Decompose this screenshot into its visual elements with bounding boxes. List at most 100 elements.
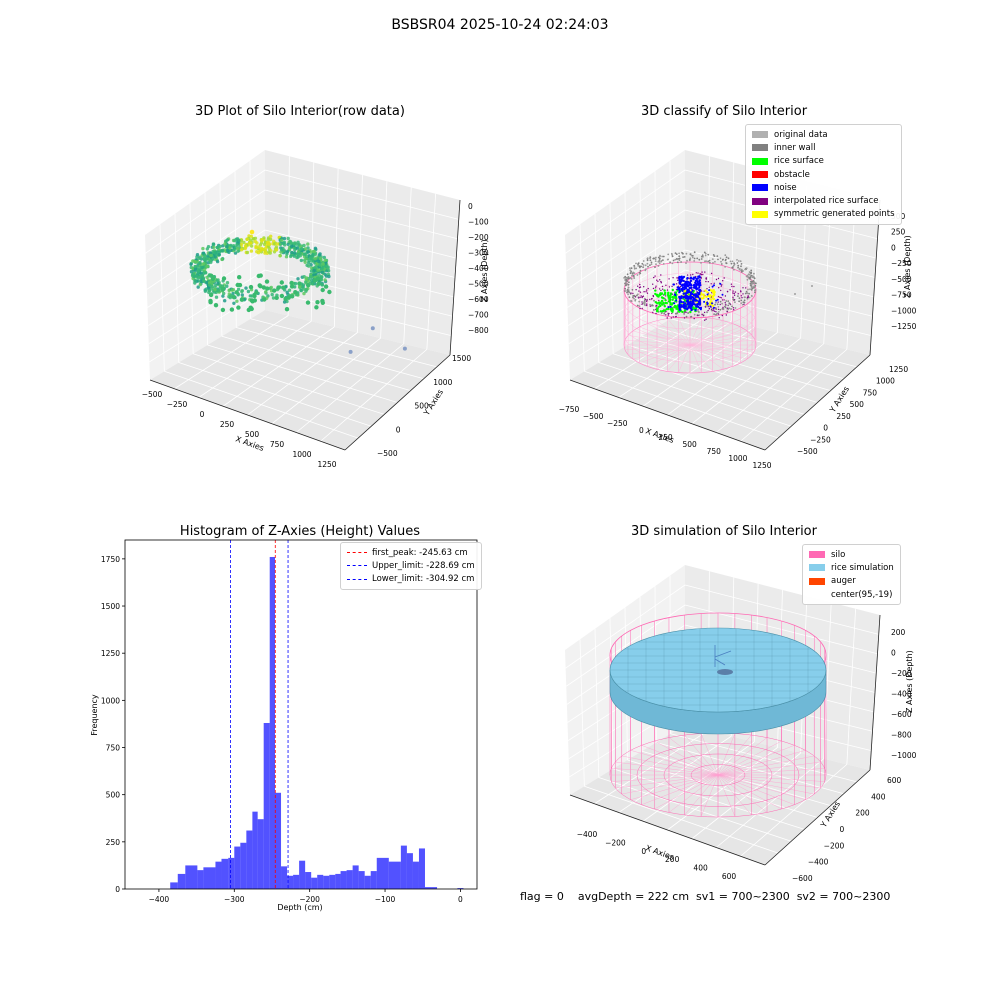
inner-wall-point [630,277,633,280]
interpolated-point [718,317,720,319]
inner-wall-point [624,290,626,292]
noise-point [706,293,709,296]
panel4-x-tick-label: −200 [605,838,626,847]
inner-wall-point [650,263,653,265]
panel1-y-tick-label: 1000 [433,378,452,387]
scatter-point [320,266,324,270]
inner-wall-point [714,301,717,304]
inner-wall-point [708,259,711,262]
noise-point [713,284,715,287]
inner-wall-point [716,303,719,306]
interpolated-point [670,317,672,319]
scatter-point [212,245,216,249]
inner-wall-point [633,266,636,268]
interpolated-point [721,284,723,286]
scatter-point [229,307,235,312]
interpolated-point [729,289,731,291]
histogram-bar [287,875,294,889]
silo-wire [689,317,702,346]
noise-point [678,290,681,293]
interpolated-point [706,288,708,290]
interpolated-point [671,312,673,315]
legend-label: rice simulation [831,562,894,573]
noise-point [689,306,692,309]
inner-wall-point [743,296,746,299]
legend-label: auger [831,576,856,587]
inner-wall-point [627,293,629,296]
silo-wire [632,330,691,346]
inner-wall-point [639,269,642,272]
inner-wall-point [741,303,744,306]
interpolated-point [665,284,667,286]
inner-wall-point [663,312,666,315]
inner-wall-point [632,296,634,299]
interpolated-point [710,272,713,275]
panel1-x-tick-label: 1000 [292,450,311,459]
inner-wall-point [624,281,627,283]
inner-wall-point [754,284,757,287]
rice-surface-point [683,309,687,312]
interpolated-point [708,286,710,288]
scatter-point [249,306,254,312]
inner-wall-point [710,309,713,312]
inner-wall-point [748,277,751,280]
inner-wall-point [715,313,717,316]
scatter-point [320,270,324,274]
scatter-point [304,280,308,284]
interpolated-point [715,311,717,313]
silo-wire [656,320,691,346]
interpolated-point [639,307,641,310]
panel2-y-tick-label: 0 [823,424,828,433]
rice-surface-point [659,310,663,313]
noise-point [687,281,690,284]
scatter-point [228,246,232,250]
inner-wall-point [635,262,637,265]
rice-surface-point [676,307,679,310]
noise-point [694,308,697,312]
interpolated-point [697,309,699,311]
inner-wall-point [680,261,682,263]
histogram-bar [257,819,264,889]
inner-wall-point [678,252,680,255]
inner-wall-point [639,266,641,269]
panel4-z-tick-label: −400 [891,690,912,699]
inner-wall-point [750,280,753,283]
inner-wall-point [746,274,749,277]
legend-label: center(95,-19) [831,589,893,600]
scatter-point [312,249,316,254]
silo-wire [667,318,691,346]
scatter-point [290,250,294,255]
inner-wall-point [693,257,696,260]
scatter-point [203,289,208,293]
noise-point [681,283,684,286]
scatter-point [298,252,302,256]
histogram-bar [177,873,186,889]
noise-point [682,295,685,298]
inner-wall-point [704,254,707,257]
histogram-bar [234,846,241,889]
inner-wall-point [749,282,752,285]
scatter-point [292,242,297,246]
inner-wall-point [631,288,634,291]
panel4-x-tick-label: 200 [665,855,680,864]
interpolated-point [734,291,737,293]
scatter-point [246,289,251,294]
legend-line-sample [347,578,367,580]
inner-wall-point [626,291,628,294]
inner-wall-point [750,274,753,277]
rice-surface-point [671,298,674,301]
inner-wall-point [712,262,714,264]
noise-point [696,280,699,283]
scatter-point [285,290,289,294]
interpolated-point [707,309,709,312]
interpolated-point [634,296,637,298]
inner-wall-point [701,254,704,256]
histogram-bar [418,848,425,889]
inner-wall-point [632,274,635,277]
scatter-point [257,283,262,288]
histogram-bar [323,875,330,889]
scatter-point [264,290,268,294]
scatter-point [296,240,300,244]
scatter-point [251,237,256,241]
y-tick-label: 750 [106,744,121,753]
